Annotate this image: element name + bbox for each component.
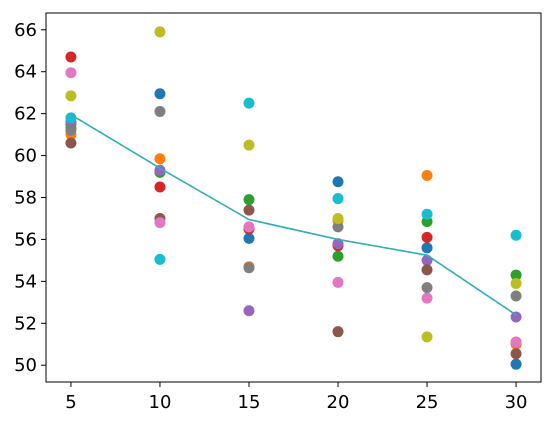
data-point bbox=[243, 262, 255, 274]
data-point bbox=[421, 292, 433, 304]
data-point bbox=[510, 290, 522, 302]
data-point bbox=[421, 242, 433, 254]
data-point bbox=[421, 169, 433, 181]
x-tick-label: 5 bbox=[65, 392, 76, 413]
x-tick-label: 10 bbox=[149, 392, 172, 413]
data-point bbox=[421, 254, 433, 266]
data-point bbox=[332, 176, 344, 188]
series-9 bbox=[65, 26, 522, 343]
data-point bbox=[332, 238, 344, 250]
data-point bbox=[510, 269, 522, 281]
x-tick-label: 20 bbox=[327, 392, 350, 413]
data-point bbox=[65, 124, 77, 136]
y-tick-label: 66 bbox=[14, 20, 37, 41]
data-point bbox=[332, 221, 344, 233]
data-point bbox=[243, 221, 255, 233]
data-point bbox=[154, 106, 166, 118]
series-8 bbox=[65, 106, 522, 302]
series-10 bbox=[65, 97, 522, 265]
data-point bbox=[421, 331, 433, 343]
data-point bbox=[65, 137, 77, 149]
data-point bbox=[243, 232, 255, 244]
data-point bbox=[510, 336, 522, 348]
data-point bbox=[421, 231, 433, 243]
data-point bbox=[332, 212, 344, 224]
data-point bbox=[510, 229, 522, 241]
data-point bbox=[421, 282, 433, 294]
data-point bbox=[65, 67, 77, 79]
data-point bbox=[154, 153, 166, 165]
y-tick-label: 52 bbox=[14, 313, 37, 334]
x-tick-label: 30 bbox=[505, 392, 528, 413]
data-point bbox=[243, 97, 255, 109]
series-7 bbox=[65, 67, 522, 348]
data-point bbox=[421, 208, 433, 220]
data-point bbox=[154, 253, 166, 265]
series-6 bbox=[65, 137, 522, 360]
data-point bbox=[243, 194, 255, 206]
y-tick-label: 56 bbox=[14, 229, 37, 250]
data-point bbox=[154, 164, 166, 176]
data-point bbox=[243, 204, 255, 216]
y-tick-label: 54 bbox=[14, 271, 37, 292]
data-point bbox=[510, 348, 522, 360]
data-point bbox=[154, 26, 166, 38]
data-point bbox=[154, 181, 166, 193]
data-point bbox=[510, 277, 522, 289]
x-tick-label: 25 bbox=[416, 392, 439, 413]
data-point bbox=[332, 250, 344, 262]
y-tick-label: 58 bbox=[14, 188, 37, 209]
data-point bbox=[332, 193, 344, 205]
data-point bbox=[421, 264, 433, 276]
data-point bbox=[154, 217, 166, 229]
y-tick-label: 64 bbox=[14, 62, 37, 83]
data-point bbox=[332, 276, 344, 288]
mean-line-dash bbox=[70, 114, 517, 316]
y-tick-label: 62 bbox=[14, 104, 37, 125]
data-point bbox=[65, 51, 77, 63]
axes: 5 10 15 20 25 30 50 52 54 56 58 60 62 64 66 bbox=[14, 20, 527, 413]
x-tick-label: 15 bbox=[238, 392, 261, 413]
data-point bbox=[510, 311, 522, 323]
data-point bbox=[154, 88, 166, 100]
data-point bbox=[65, 112, 77, 124]
data-point bbox=[243, 139, 255, 151]
y-tick-label: 50 bbox=[14, 355, 37, 376]
y-tick-label: 60 bbox=[14, 146, 37, 167]
data-point bbox=[65, 90, 77, 102]
plot-area bbox=[65, 26, 522, 370]
data-point bbox=[332, 326, 344, 338]
data-point bbox=[243, 305, 255, 317]
data-point bbox=[510, 358, 522, 370]
